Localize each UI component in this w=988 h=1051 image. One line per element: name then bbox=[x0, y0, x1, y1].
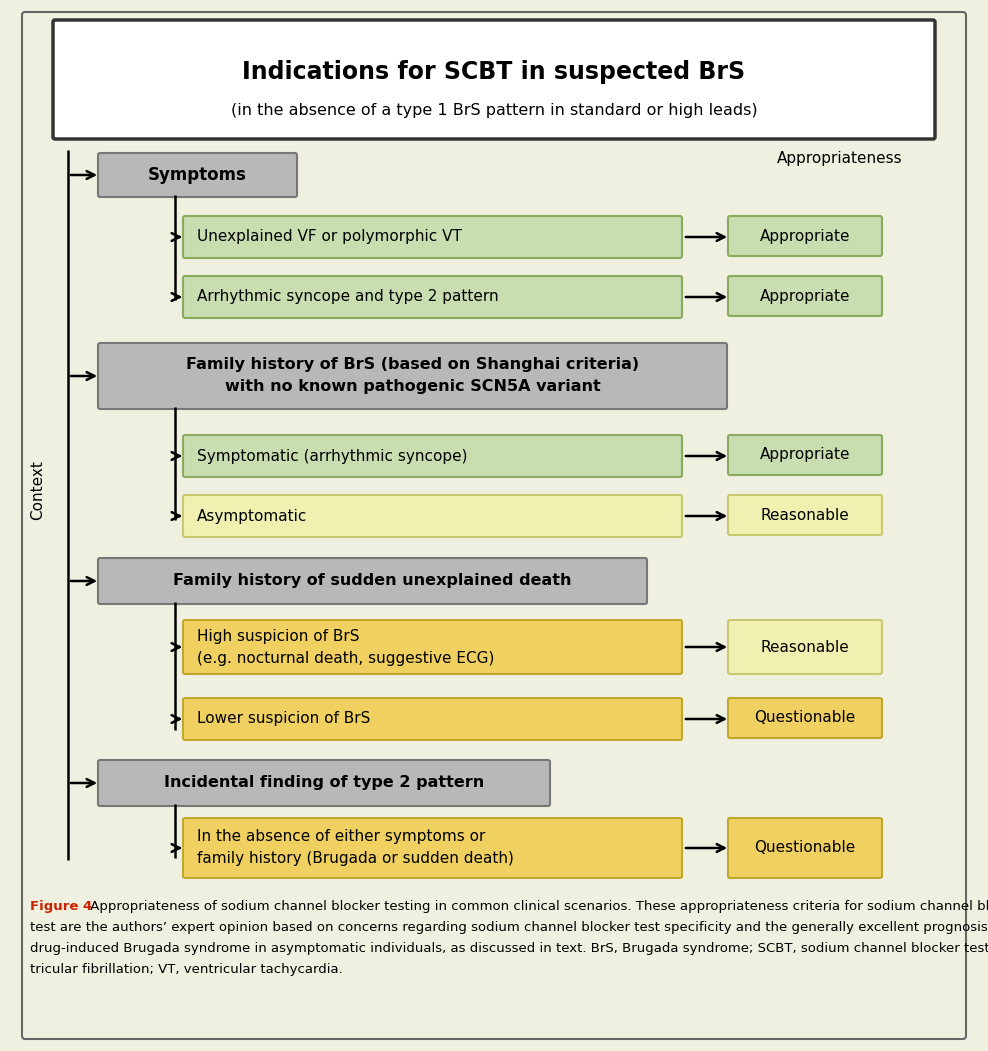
Text: family history (Brugada or sudden death): family history (Brugada or sudden death) bbox=[197, 851, 514, 866]
Text: Incidental finding of type 2 pattern: Incidental finding of type 2 pattern bbox=[164, 776, 484, 790]
Text: tricular fibrillation; VT, ventricular tachycardia.: tricular fibrillation; VT, ventricular t… bbox=[30, 963, 343, 976]
FancyBboxPatch shape bbox=[53, 20, 935, 139]
FancyBboxPatch shape bbox=[183, 435, 682, 477]
Text: drug-induced Brugada syndrome in asymptomatic individuals, as discussed in text.: drug-induced Brugada syndrome in asympto… bbox=[30, 942, 988, 955]
Text: In the absence of either symptoms or: In the absence of either symptoms or bbox=[197, 829, 485, 845]
Text: Family history of BrS (based on Shanghai criteria): Family history of BrS (based on Shanghai… bbox=[186, 357, 639, 372]
Text: Indications for SCBT in suspected BrS: Indications for SCBT in suspected BrS bbox=[242, 60, 746, 84]
Text: test are the authors’ expert opinion based on concerns regarding sodium channel : test are the authors’ expert opinion bas… bbox=[30, 921, 988, 934]
Text: Context: Context bbox=[31, 460, 45, 520]
Text: Symptoms: Symptoms bbox=[148, 166, 247, 184]
Text: Family history of sudden unexplained death: Family history of sudden unexplained dea… bbox=[173, 574, 572, 589]
FancyBboxPatch shape bbox=[183, 495, 682, 537]
Text: Figure 4: Figure 4 bbox=[30, 900, 92, 913]
FancyBboxPatch shape bbox=[728, 217, 882, 256]
FancyBboxPatch shape bbox=[728, 818, 882, 878]
Text: Appropriate: Appropriate bbox=[760, 448, 851, 462]
FancyBboxPatch shape bbox=[98, 760, 550, 806]
Text: Appropriate: Appropriate bbox=[760, 228, 851, 244]
Text: High suspicion of BrS: High suspicion of BrS bbox=[197, 628, 360, 643]
Text: Lower suspicion of BrS: Lower suspicion of BrS bbox=[197, 712, 370, 726]
FancyBboxPatch shape bbox=[183, 818, 682, 878]
FancyBboxPatch shape bbox=[728, 435, 882, 475]
FancyBboxPatch shape bbox=[728, 495, 882, 535]
FancyBboxPatch shape bbox=[183, 217, 682, 257]
FancyBboxPatch shape bbox=[183, 276, 682, 318]
FancyBboxPatch shape bbox=[728, 276, 882, 316]
Text: (e.g. nocturnal death, suggestive ECG): (e.g. nocturnal death, suggestive ECG) bbox=[197, 651, 494, 665]
FancyBboxPatch shape bbox=[728, 620, 882, 674]
Text: Asymptomatic: Asymptomatic bbox=[197, 509, 307, 523]
Text: Unexplained VF or polymorphic VT: Unexplained VF or polymorphic VT bbox=[197, 229, 461, 245]
FancyBboxPatch shape bbox=[728, 698, 882, 738]
Text: with no known pathogenic SCN5A variant: with no known pathogenic SCN5A variant bbox=[224, 379, 601, 394]
Text: Appropriate: Appropriate bbox=[760, 289, 851, 304]
FancyBboxPatch shape bbox=[98, 558, 647, 604]
FancyBboxPatch shape bbox=[183, 698, 682, 740]
FancyBboxPatch shape bbox=[183, 620, 682, 674]
Text: Arrhythmic syncope and type 2 pattern: Arrhythmic syncope and type 2 pattern bbox=[197, 289, 499, 305]
FancyBboxPatch shape bbox=[98, 153, 297, 197]
Text: Appropriateness of sodium channel blocker testing in common clinical scenarios. : Appropriateness of sodium channel blocke… bbox=[86, 900, 988, 913]
Text: Appropriateness: Appropriateness bbox=[778, 150, 903, 165]
Text: Symptomatic (arrhythmic syncope): Symptomatic (arrhythmic syncope) bbox=[197, 449, 467, 463]
Text: Reasonable: Reasonable bbox=[761, 508, 850, 522]
Text: Reasonable: Reasonable bbox=[761, 639, 850, 655]
Text: Questionable: Questionable bbox=[755, 841, 856, 856]
Text: Questionable: Questionable bbox=[755, 710, 856, 725]
Text: (in the absence of a type 1 BrS pattern in standard or high leads): (in the absence of a type 1 BrS pattern … bbox=[230, 103, 758, 118]
FancyBboxPatch shape bbox=[98, 343, 727, 409]
